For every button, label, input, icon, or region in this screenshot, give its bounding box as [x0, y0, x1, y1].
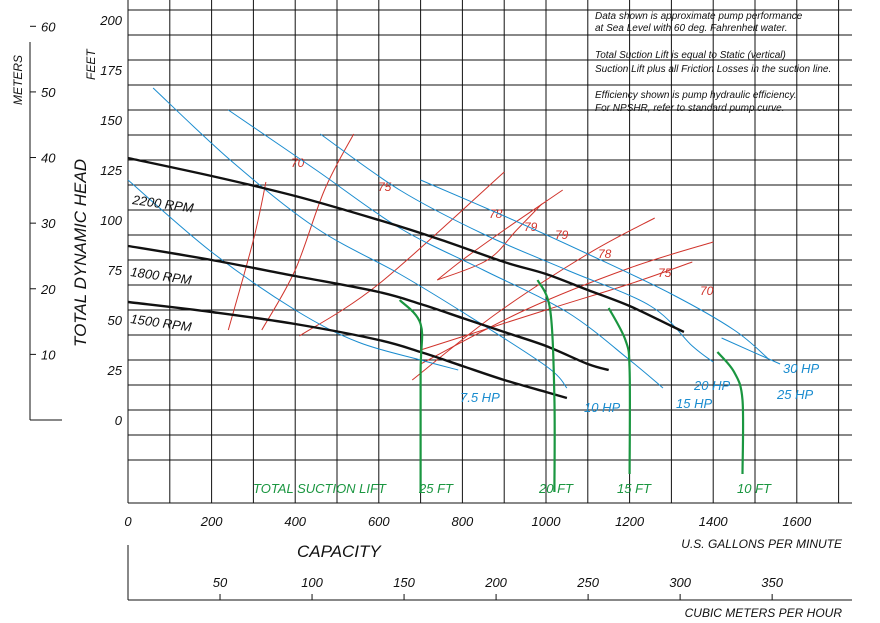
hp-curve-10-hp	[152, 87, 568, 389]
feet-tick-label: 25	[107, 363, 123, 378]
hp-curve-25-hp	[420, 179, 768, 359]
cmh-tick-label: 350	[761, 575, 783, 590]
hp-curve-15-hp	[228, 109, 664, 389]
efficiency-curve-75	[261, 133, 355, 331]
meters-tick-label: 40	[41, 151, 56, 166]
notes-block: Data shown is approximate pump performan…	[595, 11, 831, 114]
note-line-4: Suction Lift plus all Friction Losses in…	[595, 64, 831, 75]
efficiency-label: 79	[555, 228, 569, 242]
hp-curve-30-hp	[721, 337, 781, 365]
gpm-tick-label: 0	[124, 514, 132, 529]
cmh-tick-label: 100	[301, 575, 323, 590]
note-line-5: Efficiency shown is pump hydraulic effic…	[595, 90, 797, 101]
rpm-label: 2200 RPM	[131, 192, 195, 216]
gpm-tick-label: 200	[200, 514, 223, 529]
suction-lift-title: TOTAL SUCTION LIFT	[253, 481, 387, 496]
suction-lift-label: 20 FT	[538, 481, 574, 496]
efficiency-label: 70	[291, 156, 305, 170]
gpm-tick-label: 400	[284, 514, 306, 529]
efficiency-curve-78	[299, 171, 505, 337]
efficiency-label: 75	[658, 266, 672, 280]
meters-tick-label: 20	[40, 282, 56, 297]
cmh-tick-label: 150	[393, 575, 415, 590]
efficiency-curve-79	[436, 189, 563, 281]
efficiency-curve-79	[437, 203, 543, 281]
gpm-tick-label: 1000	[532, 514, 562, 529]
feet-tick-label: 50	[108, 313, 123, 328]
feet-unit-label: FEET	[84, 48, 98, 80]
feet-tick-label: 125	[100, 163, 122, 178]
efficiency-label: 75	[378, 180, 392, 194]
meters-tick-label: 10	[41, 347, 56, 362]
rpm-curve-1500-rpm	[127, 300, 568, 400]
note-line-3: Total Suction Lift is equal to Static (v…	[595, 50, 786, 61]
suction-lift-curves: 25 FT 20 FT 15 FT 10 FT	[398, 279, 772, 496]
gpm-tick-label: 1600	[782, 514, 812, 529]
hp-label: 10 HP	[584, 400, 620, 415]
feet-tick-label: 175	[100, 63, 122, 78]
rpm-label: 1800 RPM	[130, 264, 193, 287]
rpm-curve-1800-rpm	[127, 244, 610, 372]
gpm-tick-label: 800	[452, 514, 474, 529]
suction-lift-label: 25 FT	[418, 481, 454, 496]
hp-curve-20-hp	[320, 133, 714, 363]
suction-lift-curve-15-ft	[607, 307, 632, 475]
cmh-tick-label: 250	[576, 575, 599, 590]
note-line-2: at Sea Level with 60 deg. Fahrenheit wat…	[595, 23, 788, 34]
efficiency-curve-70	[227, 181, 267, 331]
meters-tick-label: 30	[41, 216, 56, 231]
hp-label: 20 HP	[693, 378, 730, 393]
efficiency-label: 70	[700, 284, 714, 298]
cmh-tick-label: 50	[213, 575, 228, 590]
feet-tick-label: 200	[99, 13, 122, 28]
efficiency-label: 78	[598, 247, 612, 261]
cmh-tick-label: 300	[669, 575, 691, 590]
note-line-1: Data shown is approximate pump performan…	[595, 11, 803, 22]
hp-label: 7.5 HP	[460, 390, 500, 405]
cmh-unit-label: CUBIC METERS PER HOUR	[685, 606, 843, 620]
feet-tick-label: 75	[108, 263, 123, 278]
rpm-label: 1500 RPM	[130, 311, 193, 334]
feet-tick-label: 150	[100, 113, 122, 128]
feet-tick-label: 0	[115, 413, 123, 428]
suction-lift-curve-25-ft	[398, 299, 424, 492]
hp-label: 30 HP	[783, 361, 819, 376]
meters-tick-label: 60	[41, 19, 56, 34]
rpm-curve-2200-rpm	[127, 156, 685, 334]
horsepower-curves: 7.5 HP 10 HP 15 HP 20 HP 25 HP 30 HP	[127, 87, 819, 415]
gpm-tick-label: 1200	[615, 514, 645, 529]
efficiency-curve-78	[411, 217, 655, 381]
efficiency-label: 79	[524, 220, 538, 234]
suction-lift-label: 15 FT	[617, 481, 652, 496]
gpm-tick-label: 1400	[699, 514, 729, 529]
hp-label: 15 HP	[676, 396, 712, 411]
hp-label: 25 HP	[776, 387, 813, 402]
meters-tick-label: 50	[41, 85, 56, 100]
efficiency-curve-75	[420, 241, 714, 365]
meters-unit-label: METERS	[11, 55, 25, 105]
efficiency-curve-70	[420, 261, 693, 351]
note-line-6: For NPSHR, refer to standard pump curve.	[595, 103, 785, 114]
cmh-tick-label: 200	[484, 575, 507, 590]
suction-lift-label: 10 FT	[737, 481, 772, 496]
grid	[127, 0, 852, 504]
feet-tick-label: 100	[100, 213, 122, 228]
gpm-tick-label: 600	[368, 514, 390, 529]
gpm-unit-label: U.S. GALLONS PER MINUTE	[681, 537, 843, 551]
suction-lift-curve-10-ft	[716, 351, 745, 475]
x-axis-title: CAPACITY	[297, 542, 382, 561]
y-axis-title: TOTAL DYNAMIC HEAD	[71, 159, 90, 347]
suction-lift-curve-20-ft	[536, 279, 556, 493]
